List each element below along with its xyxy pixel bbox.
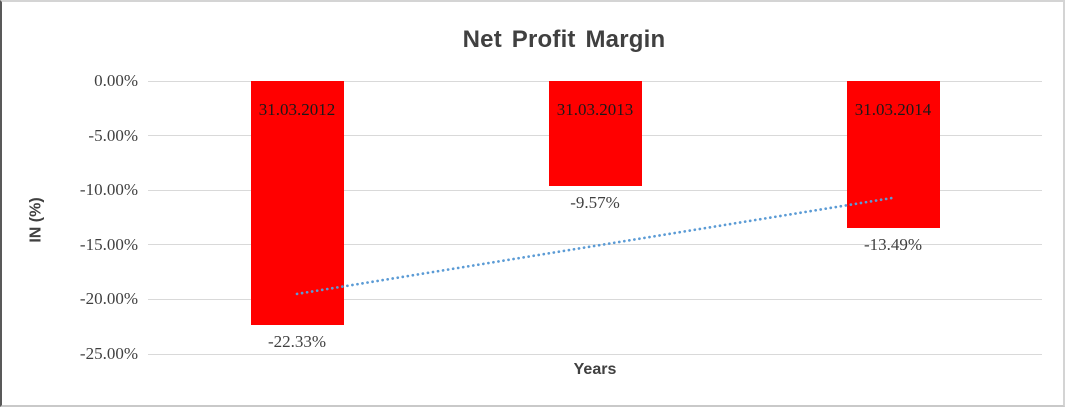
bar-value-label: -9.57% bbox=[570, 192, 620, 212]
bar-value-label: -22.33% bbox=[267, 331, 327, 351]
x-axis-title: Years bbox=[573, 361, 617, 378]
y-tick-label: -5.00% bbox=[88, 125, 138, 145]
y-tick-label: 0.00% bbox=[94, 71, 138, 90]
bar-category-label: 31.03.2012 bbox=[258, 100, 336, 119]
bar-value-label: -13.49% bbox=[863, 235, 923, 255]
bar bbox=[548, 81, 642, 186]
bar-category-label: 31.03.2013 bbox=[556, 100, 634, 119]
y-tick-label: -10.00% bbox=[79, 180, 138, 200]
y-axis-title: IN (%) bbox=[20, 142, 54, 297]
gridline bbox=[148, 189, 1042, 191]
gridline bbox=[148, 298, 1042, 300]
bar-category-label: 31.03.2014 bbox=[854, 100, 932, 119]
y-tick-label: -20.00% bbox=[79, 289, 138, 309]
gridline bbox=[148, 353, 1042, 355]
y-tick-label: -25.00% bbox=[79, 344, 138, 363]
chart-title: Net Profit Margin bbox=[462, 26, 666, 53]
y-tick-label: -15.00% bbox=[79, 234, 138, 254]
